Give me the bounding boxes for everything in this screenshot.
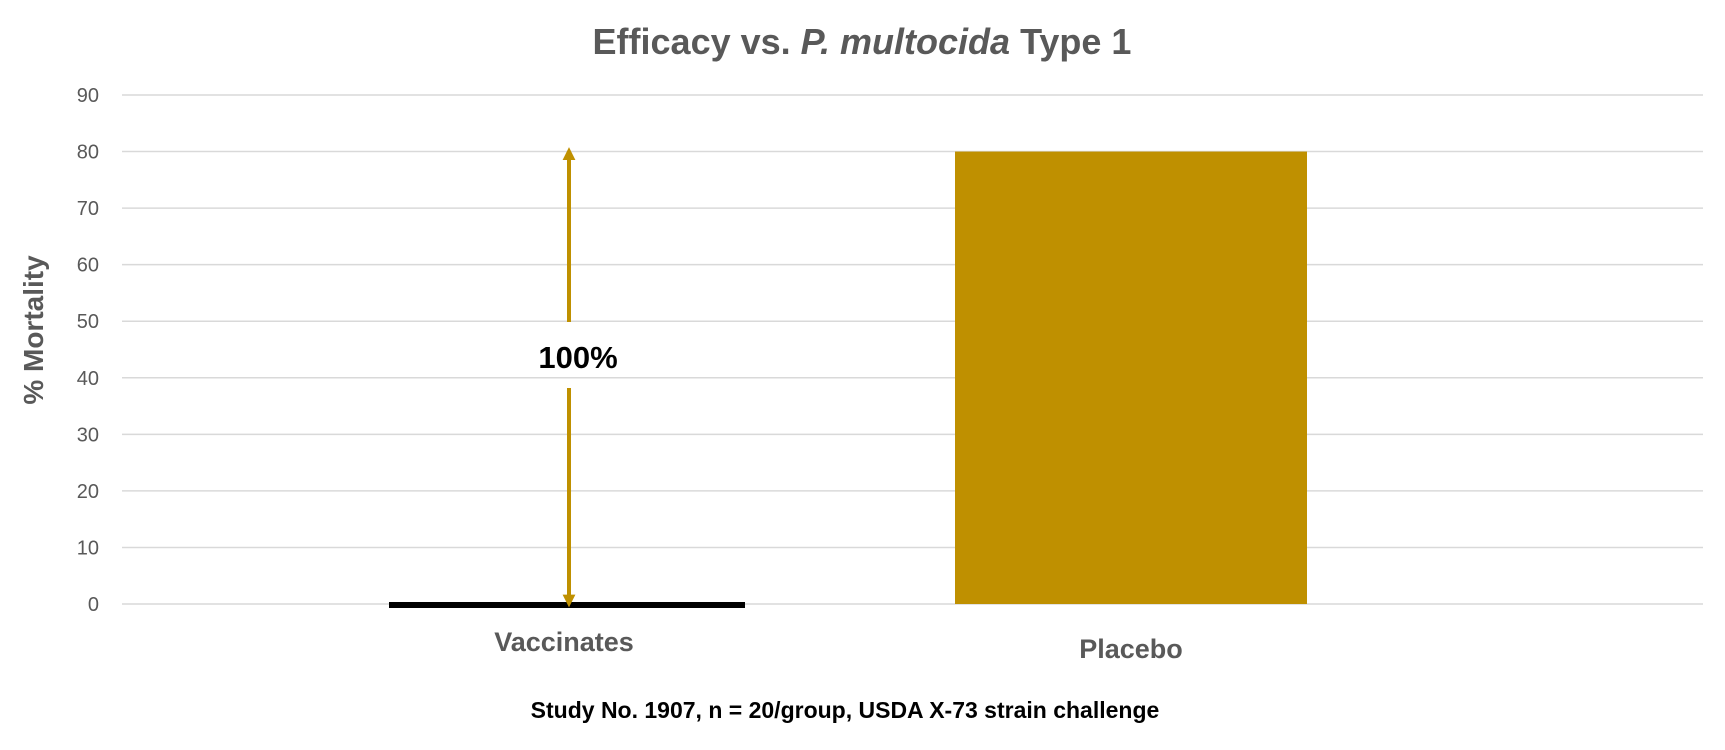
y-tick-label: 70: [77, 198, 99, 220]
y-tick-label: 60: [77, 255, 99, 277]
y-tick-label: 0: [88, 594, 99, 616]
chart-title: Efficacy vs. P. multocida Type 1: [593, 21, 1132, 62]
chart-title-part: Efficacy vs.: [593, 21, 801, 62]
category-label-vaccinates: Vaccinates: [494, 627, 634, 657]
category-label-placebo: Placebo: [1079, 634, 1183, 664]
y-tick-label: 40: [77, 368, 99, 390]
annotation: 100%: [538, 147, 618, 608]
bars: [389, 151, 1307, 608]
bar-placebo: [955, 151, 1307, 605]
y-tick-label: 80: [77, 142, 99, 164]
y-tick-label: 90: [77, 85, 99, 107]
chart-title-part: Type 1: [1010, 21, 1131, 62]
y-tick-label: 30: [77, 424, 99, 446]
bar-vaccinates: [389, 602, 745, 608]
x-axis-category-labels: Vaccinates Placebo: [494, 627, 1183, 664]
y-tick-label: 50: [77, 311, 99, 333]
y-tick-label: 10: [77, 537, 99, 559]
gridlines: [122, 94, 1703, 605]
annotation-label: 100%: [538, 340, 617, 375]
y-tick-label: 20: [77, 481, 99, 503]
y-axis-tick-labels: 0 10 20 30 40 50 60 70 80 90: [77, 85, 99, 616]
chart-title-part: P. multocida: [801, 21, 1010, 62]
chart-footnote: Study No. 1907, n = 20/group, USDA X-73 …: [531, 697, 1160, 723]
y-axis-label: % Mortality: [18, 255, 49, 405]
